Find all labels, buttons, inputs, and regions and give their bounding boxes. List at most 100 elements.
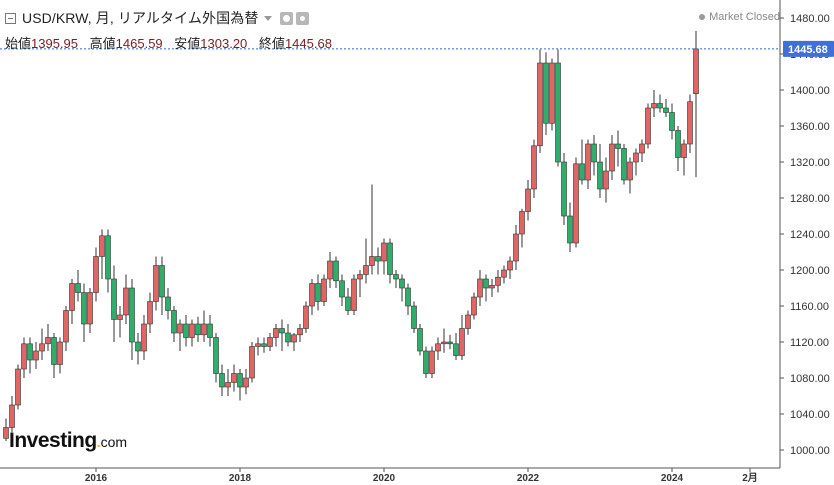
candle — [435, 337, 441, 360]
candle-body — [405, 287, 411, 307]
candle-body — [663, 107, 669, 113]
candle — [243, 369, 249, 395]
candle-body — [81, 292, 87, 325]
candle-body — [429, 350, 435, 374]
candle — [213, 333, 219, 383]
candle — [381, 238, 387, 275]
eye-icon[interactable] — [280, 11, 294, 25]
candle — [225, 369, 231, 396]
candle — [375, 247, 381, 275]
y-tick-label: 1280.00 — [790, 193, 830, 205]
candle-body — [435, 343, 441, 352]
candle — [237, 369, 243, 401]
gear-icon[interactable] — [296, 11, 310, 25]
candle — [477, 270, 483, 306]
candle-body — [147, 301, 153, 325]
candle-body — [57, 341, 63, 365]
candle-body — [159, 265, 165, 298]
candle-body — [651, 103, 657, 109]
candle — [501, 265, 507, 284]
candle-body — [639, 143, 645, 154]
candle-body — [303, 305, 309, 329]
candle-body — [321, 278, 327, 302]
candle — [273, 324, 279, 347]
candle — [525, 180, 531, 221]
candle-body — [219, 373, 225, 388]
chart-header: USD/KRW, 月, リアルタイム外国為替 Market Closed 始値1… — [0, 0, 780, 52]
candle — [309, 279, 315, 315]
candle-body — [567, 215, 573, 244]
candle-body — [177, 323, 183, 334]
candle-body — [279, 328, 285, 334]
candle-body — [75, 283, 81, 293]
candle-body — [69, 283, 75, 311]
candle — [633, 148, 639, 176]
candle — [657, 94, 663, 113]
y-tick-label: 1480.00 — [790, 13, 830, 25]
candle — [555, 49, 561, 167]
market-status: Market Closed — [699, 11, 780, 23]
candle-body — [363, 265, 369, 275]
candle — [261, 337, 267, 353]
candle-body — [531, 145, 537, 190]
candle-body — [417, 328, 423, 352]
candle — [639, 139, 645, 162]
candle — [135, 333, 141, 365]
candle-body — [573, 163, 579, 244]
candle-body — [381, 242, 387, 262]
candle-body — [477, 278, 483, 298]
candle — [549, 58, 555, 131]
candle-body — [201, 323, 207, 336]
candle-body — [423, 350, 429, 374]
candle — [459, 315, 465, 360]
candle-body — [3, 427, 9, 439]
candle-body — [603, 170, 609, 190]
x-tick-label: 2016 — [85, 473, 108, 484]
candle-body — [153, 265, 159, 302]
candle — [231, 364, 237, 392]
candle — [195, 316, 201, 342]
y-tick-label: 1120.00 — [790, 337, 829, 349]
candle-body — [453, 343, 459, 356]
candle-body — [501, 269, 507, 278]
y-tick-label: 1200.00 — [790, 265, 830, 277]
candle — [87, 288, 93, 333]
candle — [387, 238, 393, 284]
candle — [417, 324, 423, 356]
candle — [609, 135, 615, 180]
candle-body — [615, 143, 621, 149]
candle — [453, 333, 459, 360]
candle-body — [375, 256, 381, 262]
candle-body — [267, 337, 273, 347]
status-dot-icon — [699, 14, 706, 20]
candle-body — [555, 62, 561, 163]
candle — [285, 324, 291, 347]
chevron-down-icon[interactable] — [264, 15, 273, 21]
candle-body — [165, 296, 171, 311]
y-axis: 1000.00 1040.00 1080.00 1120.00 1160.00 1200.… — [780, 13, 830, 457]
candle — [63, 306, 69, 351]
candle-body — [93, 256, 99, 293]
candle-body — [273, 328, 279, 338]
x-tick-label: 2024 — [661, 473, 684, 484]
candle — [153, 256, 159, 311]
candle — [627, 157, 633, 194]
candle — [117, 306, 123, 338]
candle-body — [249, 346, 255, 379]
candle-body — [189, 323, 195, 338]
candle-body — [561, 161, 567, 217]
open-value: 1395.95 — [31, 36, 79, 51]
candle — [129, 279, 135, 360]
y-tick-label: 1360.00 — [790, 121, 830, 133]
logo-dot: . — [96, 434, 101, 450]
candle — [351, 274, 357, 315]
candle — [339, 274, 345, 306]
collapse-icon[interactable] — [5, 12, 16, 24]
candle — [579, 139, 585, 185]
candle — [543, 52, 549, 135]
candle-body — [315, 283, 321, 302]
candle — [69, 279, 75, 324]
x-tick-label: 2022 — [517, 473, 540, 484]
